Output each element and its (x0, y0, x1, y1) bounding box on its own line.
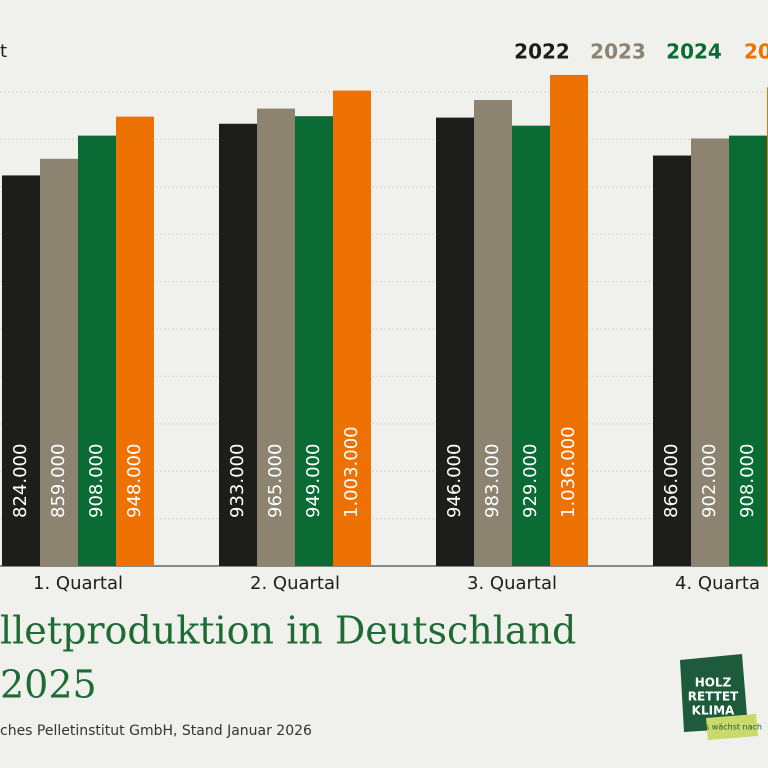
bar (550, 74, 588, 566)
logo-tag-bg (706, 714, 758, 740)
bar (436, 117, 474, 566)
bar (729, 135, 767, 566)
logo: HOLZ RETTET KLIMA Es wächst nach (680, 654, 762, 740)
logo-line: KLIMA (692, 704, 735, 718)
x-tick-label: 2. Quartal (250, 573, 340, 594)
legend-entry: 20 (744, 40, 768, 64)
bar (295, 116, 333, 566)
bar (474, 100, 512, 567)
source: ches Pelletinstitut GmbH, Stand Januar 2… (0, 723, 312, 739)
value-label: 948.000 (124, 444, 145, 518)
value-label: 965.000 (265, 444, 286, 518)
legend-entry: 2022 (514, 40, 570, 64)
legend-entry: 2024 (666, 40, 722, 64)
bar (2, 175, 40, 566)
value-label: 1.036.000 (558, 426, 579, 518)
bar (691, 138, 729, 566)
x-tick-label: 3. Quartal (467, 573, 557, 594)
bar (116, 116, 154, 566)
bar (219, 123, 257, 567)
value-label: 866.000 (661, 444, 682, 518)
logo-line: HOLZ (695, 676, 732, 690)
value-label: 933.000 (227, 444, 248, 518)
value-label: 946.000 (444, 444, 465, 518)
value-label: 1.003.000 (341, 426, 362, 518)
value-label: 902.000 (699, 444, 720, 518)
value-label: 859.000 (48, 444, 69, 518)
logo-line: RETTET (688, 690, 739, 704)
y-label: t (0, 41, 7, 62)
logo-bg (680, 654, 748, 732)
chart-title: lletproduktion in Deutschland (0, 609, 576, 653)
bar (257, 108, 295, 566)
chart-subtitle: 2025 (0, 663, 97, 707)
value-label: 983.000 (482, 444, 503, 518)
logo-tag: Es wächst nach (700, 723, 762, 732)
bar (333, 90, 371, 566)
value-label: 908.000 (737, 444, 758, 518)
legend-entry: 2023 (590, 40, 646, 64)
bar (40, 158, 78, 567)
bar (78, 135, 116, 566)
value-label: 824.000 (10, 444, 31, 518)
bar (512, 125, 550, 567)
value-label: 908.000 (86, 444, 107, 518)
bar (653, 155, 691, 567)
value-label: 949.000 (303, 444, 324, 518)
x-tick-label: 1. Quartal (33, 573, 123, 594)
value-label: 929.000 (520, 444, 541, 518)
x-tick-label: 4. Quarta (675, 573, 760, 594)
